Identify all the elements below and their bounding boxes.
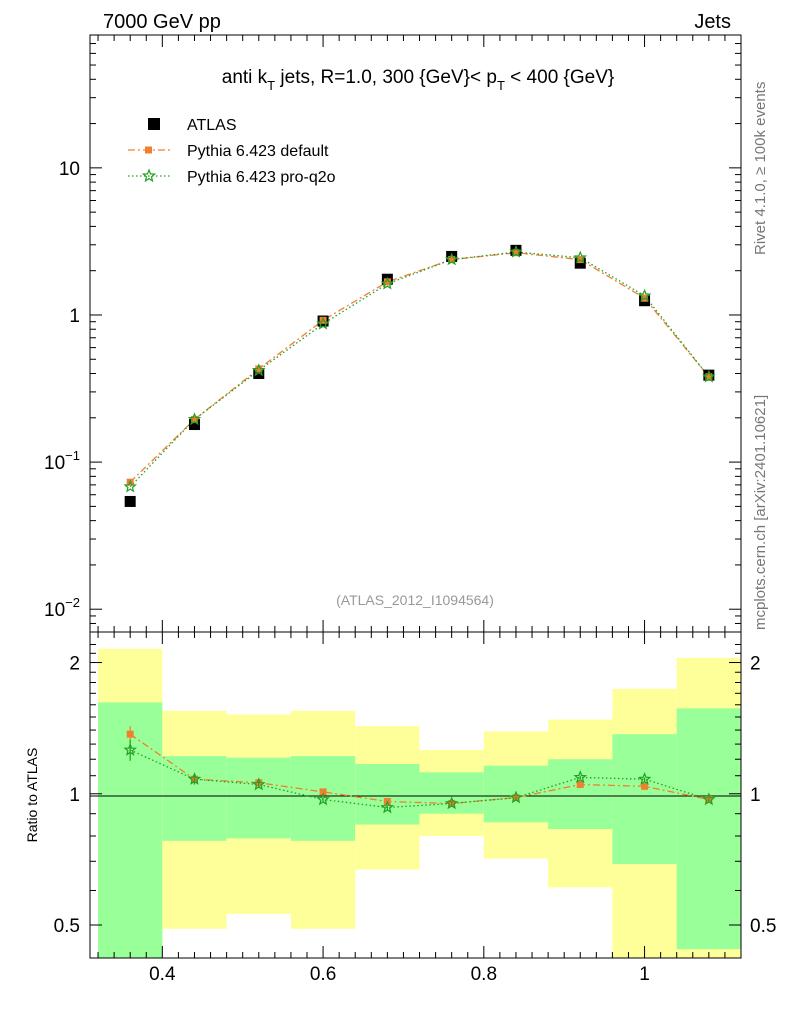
ratio-point-proq2o [509, 790, 523, 804]
proq2o-point [251, 363, 266, 377]
legend-label: Pythia 6.423 default [187, 143, 329, 160]
band-inner [483, 765, 549, 823]
atlas-point [574, 257, 586, 269]
main-series-lines [129, 251, 710, 488]
xtick-label: 0.6 [310, 964, 336, 985]
header-right: Jets [694, 11, 731, 33]
main-ytick-label: 1 [69, 306, 80, 327]
proq2o-point [573, 250, 588, 264]
watermark: (ATLAS_2012_I1094564) [336, 592, 494, 608]
ratio-point-proq2o [637, 772, 652, 785]
ratio-ytick-label-left: 1 [69, 785, 80, 806]
xtick-label: 1 [639, 964, 650, 985]
proq2o-point [380, 276, 395, 290]
default-point [705, 373, 713, 381]
legend-label: Pythia 6.423 pro-q2o [187, 169, 336, 186]
ratio-ticks [90, 632, 742, 958]
ratio-ylabel: Ratio to ATLAS [24, 748, 40, 843]
main-y-tick-labels: 10−2 10−1 1 10 [44, 159, 80, 621]
legend-marker-atlas [148, 118, 160, 130]
proq2o-point [509, 244, 523, 258]
band-inner [355, 764, 420, 825]
ratio-point-proq2o [444, 796, 459, 810]
ratio-point-default [576, 781, 584, 789]
ratio-line-default [129, 733, 710, 805]
proq2o-point [637, 288, 652, 302]
ratio-point-proq2o [380, 800, 395, 814]
ratio-series-lines [129, 733, 710, 809]
default-point [383, 278, 391, 286]
side-label-rivet: Rivet 4.1.0, ≥ 100k events [752, 82, 769, 255]
header-left: 7000 GeV pp [103, 11, 221, 33]
legend-marker-default [145, 146, 152, 154]
ratio-series-markers [123, 726, 716, 814]
proq2o-point [123, 479, 137, 493]
default-point [512, 249, 520, 257]
xtick-label: 0.8 [471, 964, 497, 985]
ratio-point-proq2o [251, 777, 266, 791]
legend-marker-proq2o [141, 168, 157, 183]
ratio-point-proq2o [702, 792, 716, 806]
ratio-ytick-label-right: 0.5 [750, 916, 776, 937]
legend-label: ATLAS [187, 117, 237, 134]
main-y-ticks [90, 34, 742, 633]
ratio-point-default [319, 788, 327, 796]
band-inner [676, 708, 741, 950]
atlas-point [188, 419, 200, 431]
series-line-proq2o [129, 251, 710, 488]
ratio-point-proq2o [573, 770, 588, 784]
ratio-tick-labels: 0.5 0.5 1 1 2 2 0.4 0.6 0.8 1 [54, 654, 777, 985]
main-title: anti kT jets, R=1.0, 300 {GeV}< pT < 400… [222, 67, 615, 93]
ratio-point-proq2o [316, 792, 330, 806]
ratio-point-default [126, 730, 134, 738]
band-inner [612, 734, 677, 865]
ratio-bands [98, 648, 741, 958]
ratio-ytick-label-right: 1 [750, 785, 761, 806]
default-point [255, 365, 263, 373]
default-point [190, 415, 198, 423]
legend: ATLAS Pythia 6.423 default Pythia 6.423 pr… [128, 117, 336, 186]
proq2o-point [316, 316, 330, 330]
ratio-ytick-label-left: 2 [69, 654, 80, 675]
proq2o-point [187, 412, 202, 426]
main-ytick-label: 10 [59, 159, 80, 180]
band-inner [548, 759, 613, 830]
band-inner [226, 757, 291, 839]
main-panel: 10−2 10−1 1 10 anti kT jets, R=1.0, 300 {Ge… [44, 34, 742, 633]
default-point [448, 256, 456, 264]
main-series-markers [123, 244, 716, 507]
ratio-ytick-label-right: 2 [750, 654, 761, 675]
ratio-panel: 0.5 0.5 1 1 2 2 0.4 0.6 0.8 1 Ratio to ATLAS [24, 631, 777, 985]
ratio-point-default [641, 782, 649, 790]
default-point [319, 316, 327, 324]
ratio-point-proq2o [123, 742, 137, 756]
ratio-frame [89, 631, 742, 959]
proq2o-point [701, 369, 716, 383]
ratio-ytick-label-left: 0.5 [54, 916, 80, 937]
proq2o-point [444, 252, 459, 266]
band-inner [419, 772, 484, 814]
atlas-point [124, 495, 136, 507]
xtick-label: 0.4 [149, 964, 176, 985]
side-label-mcplots: mcplots.cern.ch [arXiv:2401.10621] [752, 395, 769, 630]
main-ytick-label: 10−1 [44, 448, 80, 474]
band-inner [162, 756, 227, 841]
ratio-point-proq2o [187, 772, 202, 785]
main-ytick-label: 10−2 [44, 595, 80, 621]
series-line-default [129, 252, 710, 483]
